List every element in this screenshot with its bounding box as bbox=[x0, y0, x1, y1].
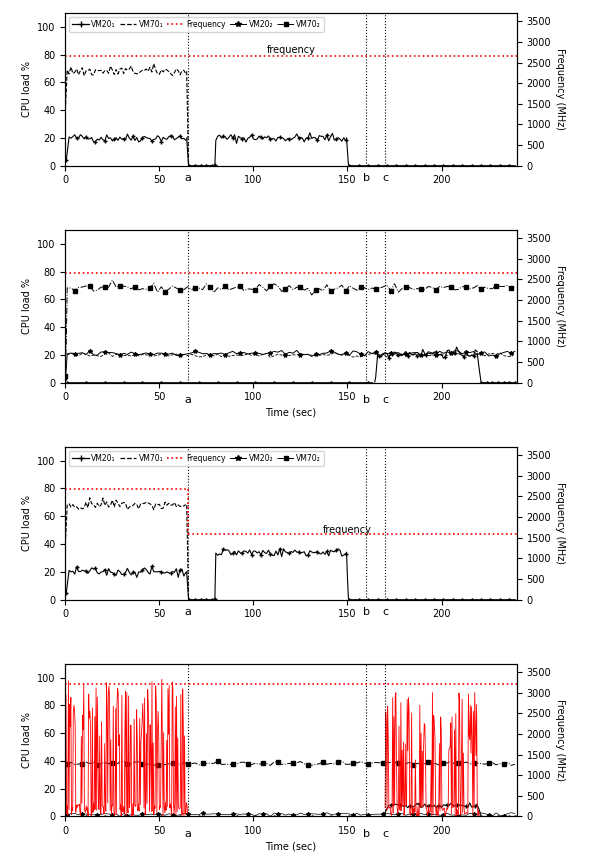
Text: c: c bbox=[382, 607, 388, 617]
Text: b: b bbox=[363, 174, 370, 183]
Y-axis label: Frequency (MHz): Frequency (MHz) bbox=[555, 265, 565, 347]
Text: b: b bbox=[363, 395, 370, 405]
Text: frequency: frequency bbox=[267, 45, 315, 55]
Legend: VM20₁, VM70₁, Frequency, VM20₂, VM70₂: VM20₁, VM70₁, Frequency, VM20₂, VM70₂ bbox=[69, 16, 324, 32]
Y-axis label: Frequency (MHz): Frequency (MHz) bbox=[555, 699, 565, 781]
Y-axis label: CPU load %: CPU load % bbox=[22, 712, 31, 768]
Text: b: b bbox=[363, 607, 370, 617]
Text: a: a bbox=[184, 829, 191, 839]
Text: frequency: frequency bbox=[323, 525, 372, 535]
X-axis label: Time (sec): Time (sec) bbox=[266, 408, 317, 418]
X-axis label: Time (sec): Time (sec) bbox=[266, 842, 317, 852]
Text: a: a bbox=[184, 607, 191, 617]
Text: c: c bbox=[382, 829, 388, 839]
Y-axis label: CPU load %: CPU load % bbox=[22, 61, 31, 118]
Legend: VM20₁, VM70₁, Frequency, VM20₂, VM70₂: VM20₁, VM70₁, Frequency, VM20₂, VM70₂ bbox=[69, 451, 324, 466]
Y-axis label: Frequency (MHz): Frequency (MHz) bbox=[555, 48, 565, 130]
Text: c: c bbox=[382, 174, 388, 183]
Y-axis label: CPU load %: CPU load % bbox=[22, 495, 31, 551]
Text: c: c bbox=[382, 395, 388, 405]
Y-axis label: CPU load %: CPU load % bbox=[22, 278, 31, 334]
Text: a: a bbox=[184, 395, 191, 405]
Y-axis label: Frequency (MHz): Frequency (MHz) bbox=[555, 482, 565, 564]
Text: a: a bbox=[184, 174, 191, 183]
Text: b: b bbox=[363, 829, 370, 839]
